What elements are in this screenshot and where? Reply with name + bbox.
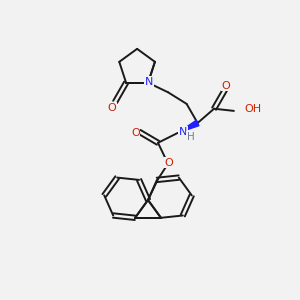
Text: OH: OH [244, 104, 261, 114]
Text: O: O [108, 103, 116, 113]
Text: O: O [131, 128, 140, 138]
Text: H: H [187, 132, 195, 142]
Text: N: N [178, 127, 187, 137]
Text: O: O [222, 81, 230, 91]
Text: N: N [145, 77, 153, 87]
Text: O: O [165, 158, 173, 168]
Polygon shape [178, 120, 199, 133]
